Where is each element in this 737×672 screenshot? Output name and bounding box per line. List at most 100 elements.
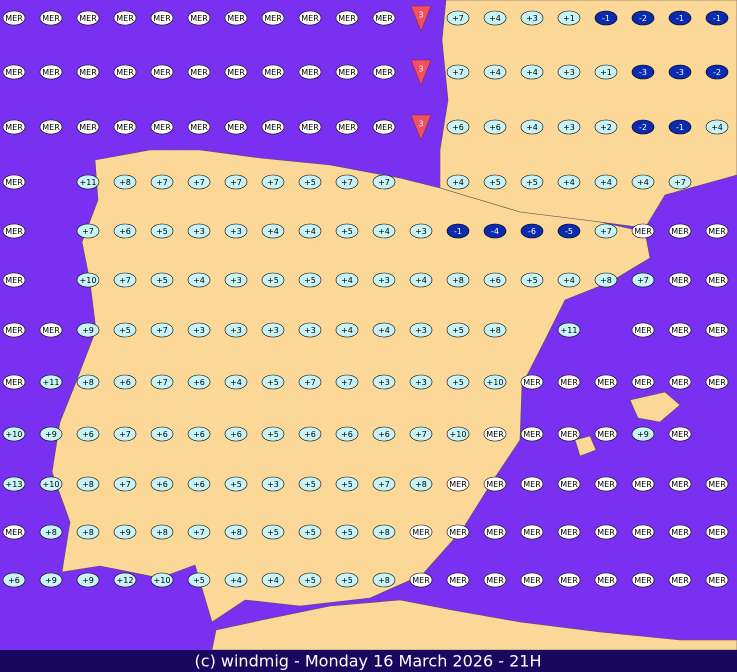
station-oval <box>150 223 174 239</box>
station-oval <box>39 476 63 492</box>
station-label: MER <box>412 528 430 537</box>
ibiza <box>574 435 597 457</box>
station-label: MER <box>264 68 282 77</box>
station-label: +9 <box>45 576 57 585</box>
station-label: +10 <box>487 378 504 387</box>
station-label: +5 <box>267 430 279 439</box>
station-label: +7 <box>156 378 168 387</box>
station-label: MER <box>486 430 504 439</box>
station-oval <box>298 64 322 80</box>
station-oval <box>298 174 322 190</box>
station-label: +9 <box>82 576 94 585</box>
station-label: -6 <box>528 227 536 236</box>
station-oval <box>668 374 692 390</box>
station-oval <box>261 524 285 540</box>
station-oval <box>372 572 396 588</box>
station-oval <box>2 223 26 239</box>
station-label: MER <box>153 14 171 23</box>
station-label: MER <box>116 14 134 23</box>
station-oval <box>2 476 26 492</box>
station-oval <box>631 174 655 190</box>
station-label: MER <box>190 68 208 77</box>
station-label: +8 <box>415 480 427 489</box>
station-label: MER <box>708 528 726 537</box>
station-label: MER <box>523 576 541 585</box>
station-oval <box>631 524 655 540</box>
station-label: +10 <box>154 576 171 585</box>
station-oval <box>298 426 322 442</box>
station-label: +7 <box>267 178 279 187</box>
station-oval <box>298 476 322 492</box>
station-label: +4 <box>230 576 242 585</box>
station-oval <box>2 374 26 390</box>
station-label: +7 <box>156 178 168 187</box>
station-label: MER <box>79 123 97 132</box>
station-oval <box>668 572 692 588</box>
station-oval <box>409 524 433 540</box>
station-label: +4 <box>378 227 390 236</box>
station-oval <box>2 10 26 26</box>
station-label: +7 <box>415 430 427 439</box>
station-label: -1 <box>676 123 684 132</box>
station-oval <box>409 572 433 588</box>
station-label: +8 <box>230 528 242 537</box>
station-label: MER <box>42 68 60 77</box>
station-label: -2 <box>713 68 721 77</box>
station-oval <box>594 426 618 442</box>
station-label: MER <box>5 68 23 77</box>
station-label: MER <box>449 480 467 489</box>
station-label: +8 <box>452 276 464 285</box>
station-label: MER <box>301 68 319 77</box>
station-label: +5 <box>304 480 316 489</box>
station-label: MER <box>523 480 541 489</box>
station-oval <box>187 426 211 442</box>
station-oval <box>668 174 692 190</box>
station-label: MER <box>708 576 726 585</box>
station-oval <box>557 476 581 492</box>
station-label: +3 <box>563 123 575 132</box>
station-label: MER <box>560 576 578 585</box>
station-oval <box>557 322 581 338</box>
station-oval <box>409 476 433 492</box>
station-oval <box>483 119 507 135</box>
station-oval <box>2 119 26 135</box>
station-oval <box>668 426 692 442</box>
station-label: MER <box>42 123 60 132</box>
station-oval <box>520 476 544 492</box>
station-oval <box>261 572 285 588</box>
station-oval <box>2 572 26 588</box>
station-oval <box>483 223 507 239</box>
station-oval <box>705 524 729 540</box>
station-oval <box>372 374 396 390</box>
station-oval <box>446 10 470 26</box>
station-label: MER <box>5 276 23 285</box>
station-label: +10 <box>6 430 23 439</box>
station-oval <box>631 10 655 26</box>
station-label: +7 <box>341 378 353 387</box>
station-oval <box>224 174 248 190</box>
station-label: +10 <box>450 430 467 439</box>
station-label: MER <box>79 68 97 77</box>
station-oval <box>372 119 396 135</box>
station-oval <box>594 119 618 135</box>
station-oval <box>446 64 470 80</box>
station-label: +3 <box>230 326 242 335</box>
station-oval <box>594 476 618 492</box>
station-oval <box>224 10 248 26</box>
station-label: -1 <box>676 14 684 23</box>
station-label: MER <box>5 14 23 23</box>
station-oval <box>187 322 211 338</box>
station-oval <box>668 64 692 80</box>
station-oval <box>261 374 285 390</box>
station-oval <box>2 174 26 190</box>
station-label: +7 <box>674 178 686 187</box>
station-oval <box>594 524 618 540</box>
station-label: +4 <box>341 276 353 285</box>
station-label: +7 <box>119 430 131 439</box>
station-label: MER <box>560 528 578 537</box>
station-label: +9 <box>82 326 94 335</box>
station-oval <box>335 476 359 492</box>
station-label: +6 <box>8 576 20 585</box>
station-oval <box>372 174 396 190</box>
station-oval <box>2 322 26 338</box>
